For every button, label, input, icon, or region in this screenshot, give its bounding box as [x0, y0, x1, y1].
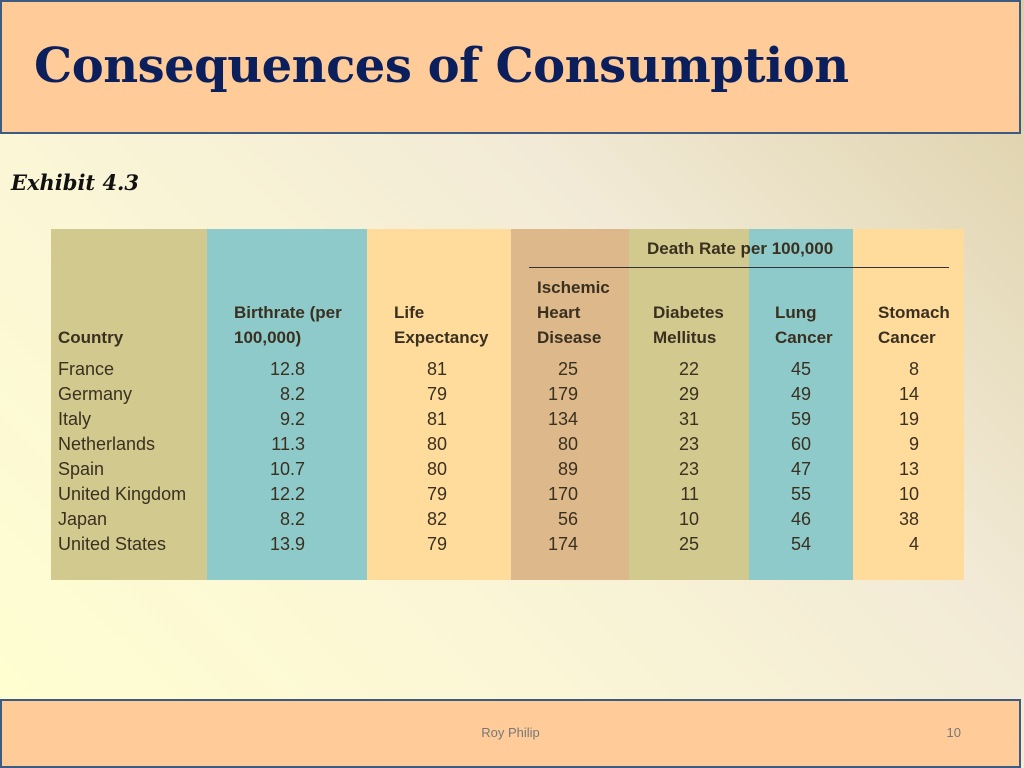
cell-diabetes: 22 [678, 359, 699, 379]
cell-lung-cancer: 49 [790, 384, 811, 404]
slide-title: Consequences of Consumption [34, 38, 849, 94]
cell-lung-cancer: 45 [790, 359, 811, 379]
cell-country: United Kingdom [58, 484, 187, 504]
cell-heart-disease: 179 [547, 384, 578, 404]
header-diabetes-mellitus: Diabetes Mellitus [653, 303, 724, 347]
header-ischemic-heart-disease: Ischemic Heart Disease [537, 278, 610, 347]
cell-heart-disease: 56 [557, 509, 578, 529]
cell-stomach-cancer: 38 [898, 509, 919, 529]
cell-stomach-cancer: 14 [898, 384, 919, 404]
cell-diabetes: 31 [678, 409, 699, 429]
cell-country: Japan [58, 509, 108, 529]
cell-diabetes: 29 [678, 384, 699, 404]
cell-birthrate: 10.7 [269, 459, 305, 479]
birthrate-column-band [207, 229, 367, 580]
footer-author: Roy Philip [481, 725, 540, 740]
header-country: Country [58, 328, 124, 347]
table-row: Germany 8.2 79 179 29 49 14 [51, 382, 964, 407]
cell-country: Germany [58, 384, 133, 404]
cell-life-expectancy: 80 [426, 459, 447, 479]
cell-lung-cancer: 46 [790, 509, 811, 529]
header-life-expectancy: Life Expectancy [394, 303, 489, 347]
cell-life-expectancy: 79 [426, 534, 447, 554]
header-lung-cancer: Lung Cancer [775, 303, 833, 347]
exhibit-label: Exhibit 4.3 [11, 170, 139, 195]
cell-heart-disease: 170 [547, 484, 578, 504]
header-stomach-cancer: Stomach Cancer [878, 303, 950, 347]
table-body: France 12.8 81 25 22 45 8 Germany 8.2 79… [51, 357, 964, 557]
cell-diabetes: 10 [678, 509, 699, 529]
table-row: Italy 9.2 81 134 31 59 19 [51, 407, 964, 432]
cell-country: France [58, 359, 115, 379]
cell-diabetes: 11 [680, 484, 699, 504]
cell-country: Netherlands [58, 434, 156, 454]
diabetes-column-band [629, 229, 749, 580]
group-header-rule [529, 267, 949, 268]
cell-country: Spain [58, 459, 105, 479]
table-row: United States 13.9 79 174 25 54 4 [51, 532, 964, 557]
lung-cancer-column-band [749, 229, 853, 580]
cell-heart-disease: 80 [557, 434, 578, 454]
table-row: Japan 8.2 82 56 10 46 38 [51, 507, 964, 532]
cell-heart-disease: 25 [557, 359, 578, 379]
cell-life-expectancy: 80 [426, 434, 447, 454]
cell-country: United States [58, 534, 167, 554]
cell-country: Italy [58, 409, 92, 429]
cell-birthrate: 11.3 [271, 434, 305, 454]
title-bar: Consequences of Consumption [0, 0, 1021, 134]
footer-bar: Roy Philip 10 [0, 699, 1021, 768]
cell-lung-cancer: 55 [790, 484, 811, 504]
cell-birthrate: 9.2 [279, 409, 305, 429]
cell-birthrate: 12.2 [269, 484, 305, 504]
cell-birthrate: 12.8 [269, 359, 305, 379]
cell-diabetes: 23 [678, 434, 699, 454]
cell-diabetes: 25 [678, 534, 699, 554]
cell-life-expectancy: 79 [426, 384, 447, 404]
header-birthrate: Birthrate (per 100,000) [234, 303, 342, 347]
cell-life-expectancy: 81 [426, 409, 447, 429]
cell-diabetes: 23 [678, 459, 699, 479]
table-row: France 12.8 81 25 22 45 8 [51, 357, 964, 382]
death-rate-group-header: Death Rate per 100,000 [647, 239, 834, 258]
cell-lung-cancer: 59 [790, 409, 811, 429]
cell-heart-disease: 174 [547, 534, 578, 554]
cell-birthrate: 13.9 [269, 534, 305, 554]
cell-birthrate: 8.2 [279, 384, 305, 404]
cell-stomach-cancer: 19 [898, 409, 919, 429]
cell-life-expectancy: 82 [426, 509, 447, 529]
table-row: Netherlands 11.3 80 80 23 60 9 [51, 432, 964, 457]
cell-heart-disease: 134 [547, 409, 578, 429]
table-row: Spain 10.7 80 89 23 47 13 [51, 457, 964, 482]
cell-stomach-cancer: 8 [908, 359, 919, 379]
stomach-cancer-column-band [853, 229, 964, 580]
exhibit-table: Death Rate per 100,000 Country Birthrate… [51, 229, 964, 580]
heart-disease-column-band [511, 229, 629, 580]
cell-stomach-cancer: 13 [898, 459, 919, 479]
cell-heart-disease: 89 [557, 459, 578, 479]
cell-stomach-cancer: 10 [898, 484, 919, 504]
cell-lung-cancer: 47 [790, 459, 811, 479]
life-expectancy-column-band [367, 229, 511, 580]
cell-stomach-cancer: 9 [908, 434, 919, 454]
page-number: 10 [946, 725, 961, 740]
cell-life-expectancy: 79 [426, 484, 447, 504]
cell-lung-cancer: 54 [790, 534, 811, 554]
cell-birthrate: 8.2 [279, 509, 305, 529]
cell-life-expectancy: 81 [426, 359, 447, 379]
cell-stomach-cancer: 4 [908, 534, 919, 554]
table-row: United Kingdom 12.2 79 170 11 55 10 [51, 482, 964, 507]
cell-lung-cancer: 60 [790, 434, 811, 454]
